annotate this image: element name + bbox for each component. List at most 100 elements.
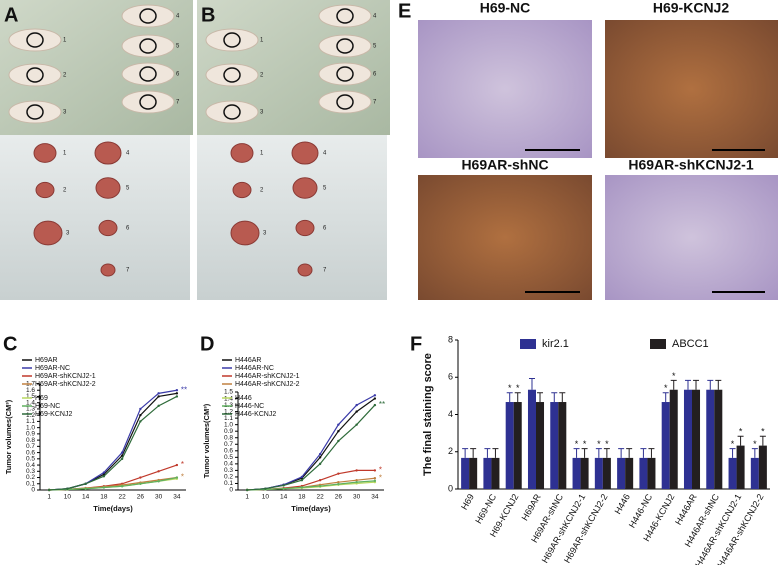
y-tick-label: 0.7 (224, 441, 233, 448)
legend-label: H69-NC (35, 403, 60, 410)
tumor-photo (197, 135, 387, 300)
mouse-number: 6 (373, 72, 377, 78)
significance: * (672, 371, 676, 381)
bar (661, 402, 670, 489)
error-bar (514, 392, 521, 403)
error-bar (462, 448, 469, 458)
histology-image (418, 20, 592, 158)
bar (617, 457, 626, 489)
series-line (49, 476, 177, 491)
point (66, 487, 69, 490)
tumor-number: 1 (260, 151, 264, 157)
tumor-outline (336, 38, 354, 54)
point (373, 403, 377, 407)
bar (683, 389, 692, 489)
legend-swatch (650, 339, 666, 349)
y-tick-label: 1.1 (224, 415, 233, 422)
y-axis-title: Tumor volumes(CM³) (202, 403, 211, 478)
error-bar (693, 379, 700, 390)
point (157, 392, 160, 395)
x-tick-label: 14 (280, 494, 288, 501)
x-tick-label: H69AR (520, 492, 543, 523)
x-tick-label: 18 (100, 494, 108, 501)
legend-label: H69-KCNJ2 (35, 411, 72, 418)
histology-image (418, 175, 592, 300)
tumor-number: 4 (126, 151, 130, 157)
bar (594, 457, 603, 489)
tumor (98, 219, 118, 237)
y-tick-label: 1.0 (26, 424, 35, 431)
x-tick-label: 10 (262, 494, 270, 501)
tumor (95, 177, 121, 199)
point (245, 488, 249, 492)
mouse (8, 28, 62, 52)
point (300, 479, 304, 482)
x-axis-title: Time(days) (291, 504, 331, 513)
series-line (247, 480, 375, 491)
y-tick-label: 1.5 (224, 389, 233, 396)
point (120, 485, 124, 488)
mouse (121, 90, 175, 114)
tumor-number: 6 (323, 226, 327, 232)
error-bar (759, 435, 766, 446)
tumor (230, 220, 260, 246)
panel-label: C (3, 333, 17, 355)
point (300, 486, 304, 489)
y-tick-label: 1.2 (26, 412, 35, 419)
point (175, 395, 179, 398)
x-tick-label: 26 (137, 494, 145, 501)
histology-image (605, 175, 778, 300)
error-bar (729, 448, 736, 458)
y-tick-label: 1.1 (26, 418, 35, 425)
tumor-outline (139, 66, 157, 82)
error-bar (581, 448, 588, 458)
y-axis-title: The final staining score (422, 353, 434, 476)
mouse-number: 2 (63, 73, 67, 79)
tumor-outline (223, 32, 241, 48)
point (84, 487, 87, 490)
tumor-number: 4 (323, 151, 327, 157)
y-tick-label: 1.6 (26, 387, 35, 394)
point (318, 479, 322, 482)
legend-label: H446-NC (235, 403, 264, 410)
significance: * (181, 460, 184, 469)
point (337, 472, 340, 475)
tumor-outline (26, 67, 44, 83)
y-tick-label: 0.9 (224, 428, 233, 435)
tumor (230, 143, 254, 163)
legend-label: H446-KCNJ2 (235, 411, 276, 418)
y-tick-label: 1.0 (224, 421, 233, 428)
point (355, 480, 358, 484)
legend-label: H446 (235, 395, 252, 402)
x-tick-label: 34 (173, 494, 181, 501)
y-tick-label: 8 (448, 334, 453, 344)
point (373, 479, 377, 483)
y-tick-label: 0.6 (26, 449, 35, 456)
significance: * (379, 466, 382, 475)
y-tick-label: 0.8 (26, 437, 35, 444)
point (139, 413, 142, 417)
point (373, 394, 377, 397)
mouse-number: 4 (176, 14, 180, 20)
bar (736, 445, 745, 489)
significance: * (597, 439, 601, 449)
tumor (33, 220, 63, 246)
tumor-number: 3 (263, 231, 267, 237)
point (373, 469, 377, 472)
y-tick-label: 0.3 (26, 468, 35, 475)
significance: * (753, 439, 757, 449)
error-bar (559, 392, 566, 403)
panel-label: B (201, 4, 215, 26)
y-tick-label: 0.2 (26, 474, 35, 481)
legend-label: H69AR-shKCNJ2-1 (35, 373, 96, 380)
tumor (295, 219, 315, 237)
significance: * (664, 383, 668, 393)
point (139, 482, 142, 485)
bar (483, 457, 492, 489)
error-bar (662, 392, 669, 403)
point (120, 451, 124, 454)
significance: * (508, 383, 512, 393)
point (120, 457, 124, 461)
error-bar (684, 379, 691, 390)
histology-title: H69-NC (480, 0, 531, 16)
